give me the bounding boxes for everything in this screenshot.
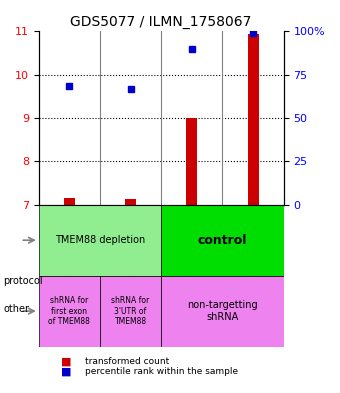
Bar	[161, 205, 284, 275]
Bar	[248, 33, 258, 205]
Bar	[161, 275, 284, 347]
Bar	[39, 275, 100, 347]
Bar	[186, 118, 197, 205]
Text: ■: ■	[61, 366, 72, 376]
Text: shRNA for
3'UTR of
TMEM88: shRNA for 3'UTR of TMEM88	[112, 296, 150, 326]
Text: ■: ■	[61, 356, 72, 367]
Text: non-targetting
shRNA: non-targetting shRNA	[187, 300, 258, 322]
Bar	[64, 198, 75, 205]
Bar	[100, 275, 161, 347]
Text: percentile rank within the sample: percentile rank within the sample	[85, 367, 238, 376]
Text: protocol: protocol	[3, 276, 43, 286]
Text: other: other	[3, 303, 29, 314]
Bar	[39, 205, 161, 275]
Text: control: control	[198, 234, 247, 247]
Text: shRNA for
first exon
of TMEM88: shRNA for first exon of TMEM88	[48, 296, 90, 326]
Title: GDS5077 / ILMN_1758067: GDS5077 / ILMN_1758067	[70, 15, 252, 29]
Text: transformed count: transformed count	[85, 357, 169, 366]
Bar	[125, 199, 136, 205]
Text: TMEM88 depletion: TMEM88 depletion	[55, 235, 145, 245]
